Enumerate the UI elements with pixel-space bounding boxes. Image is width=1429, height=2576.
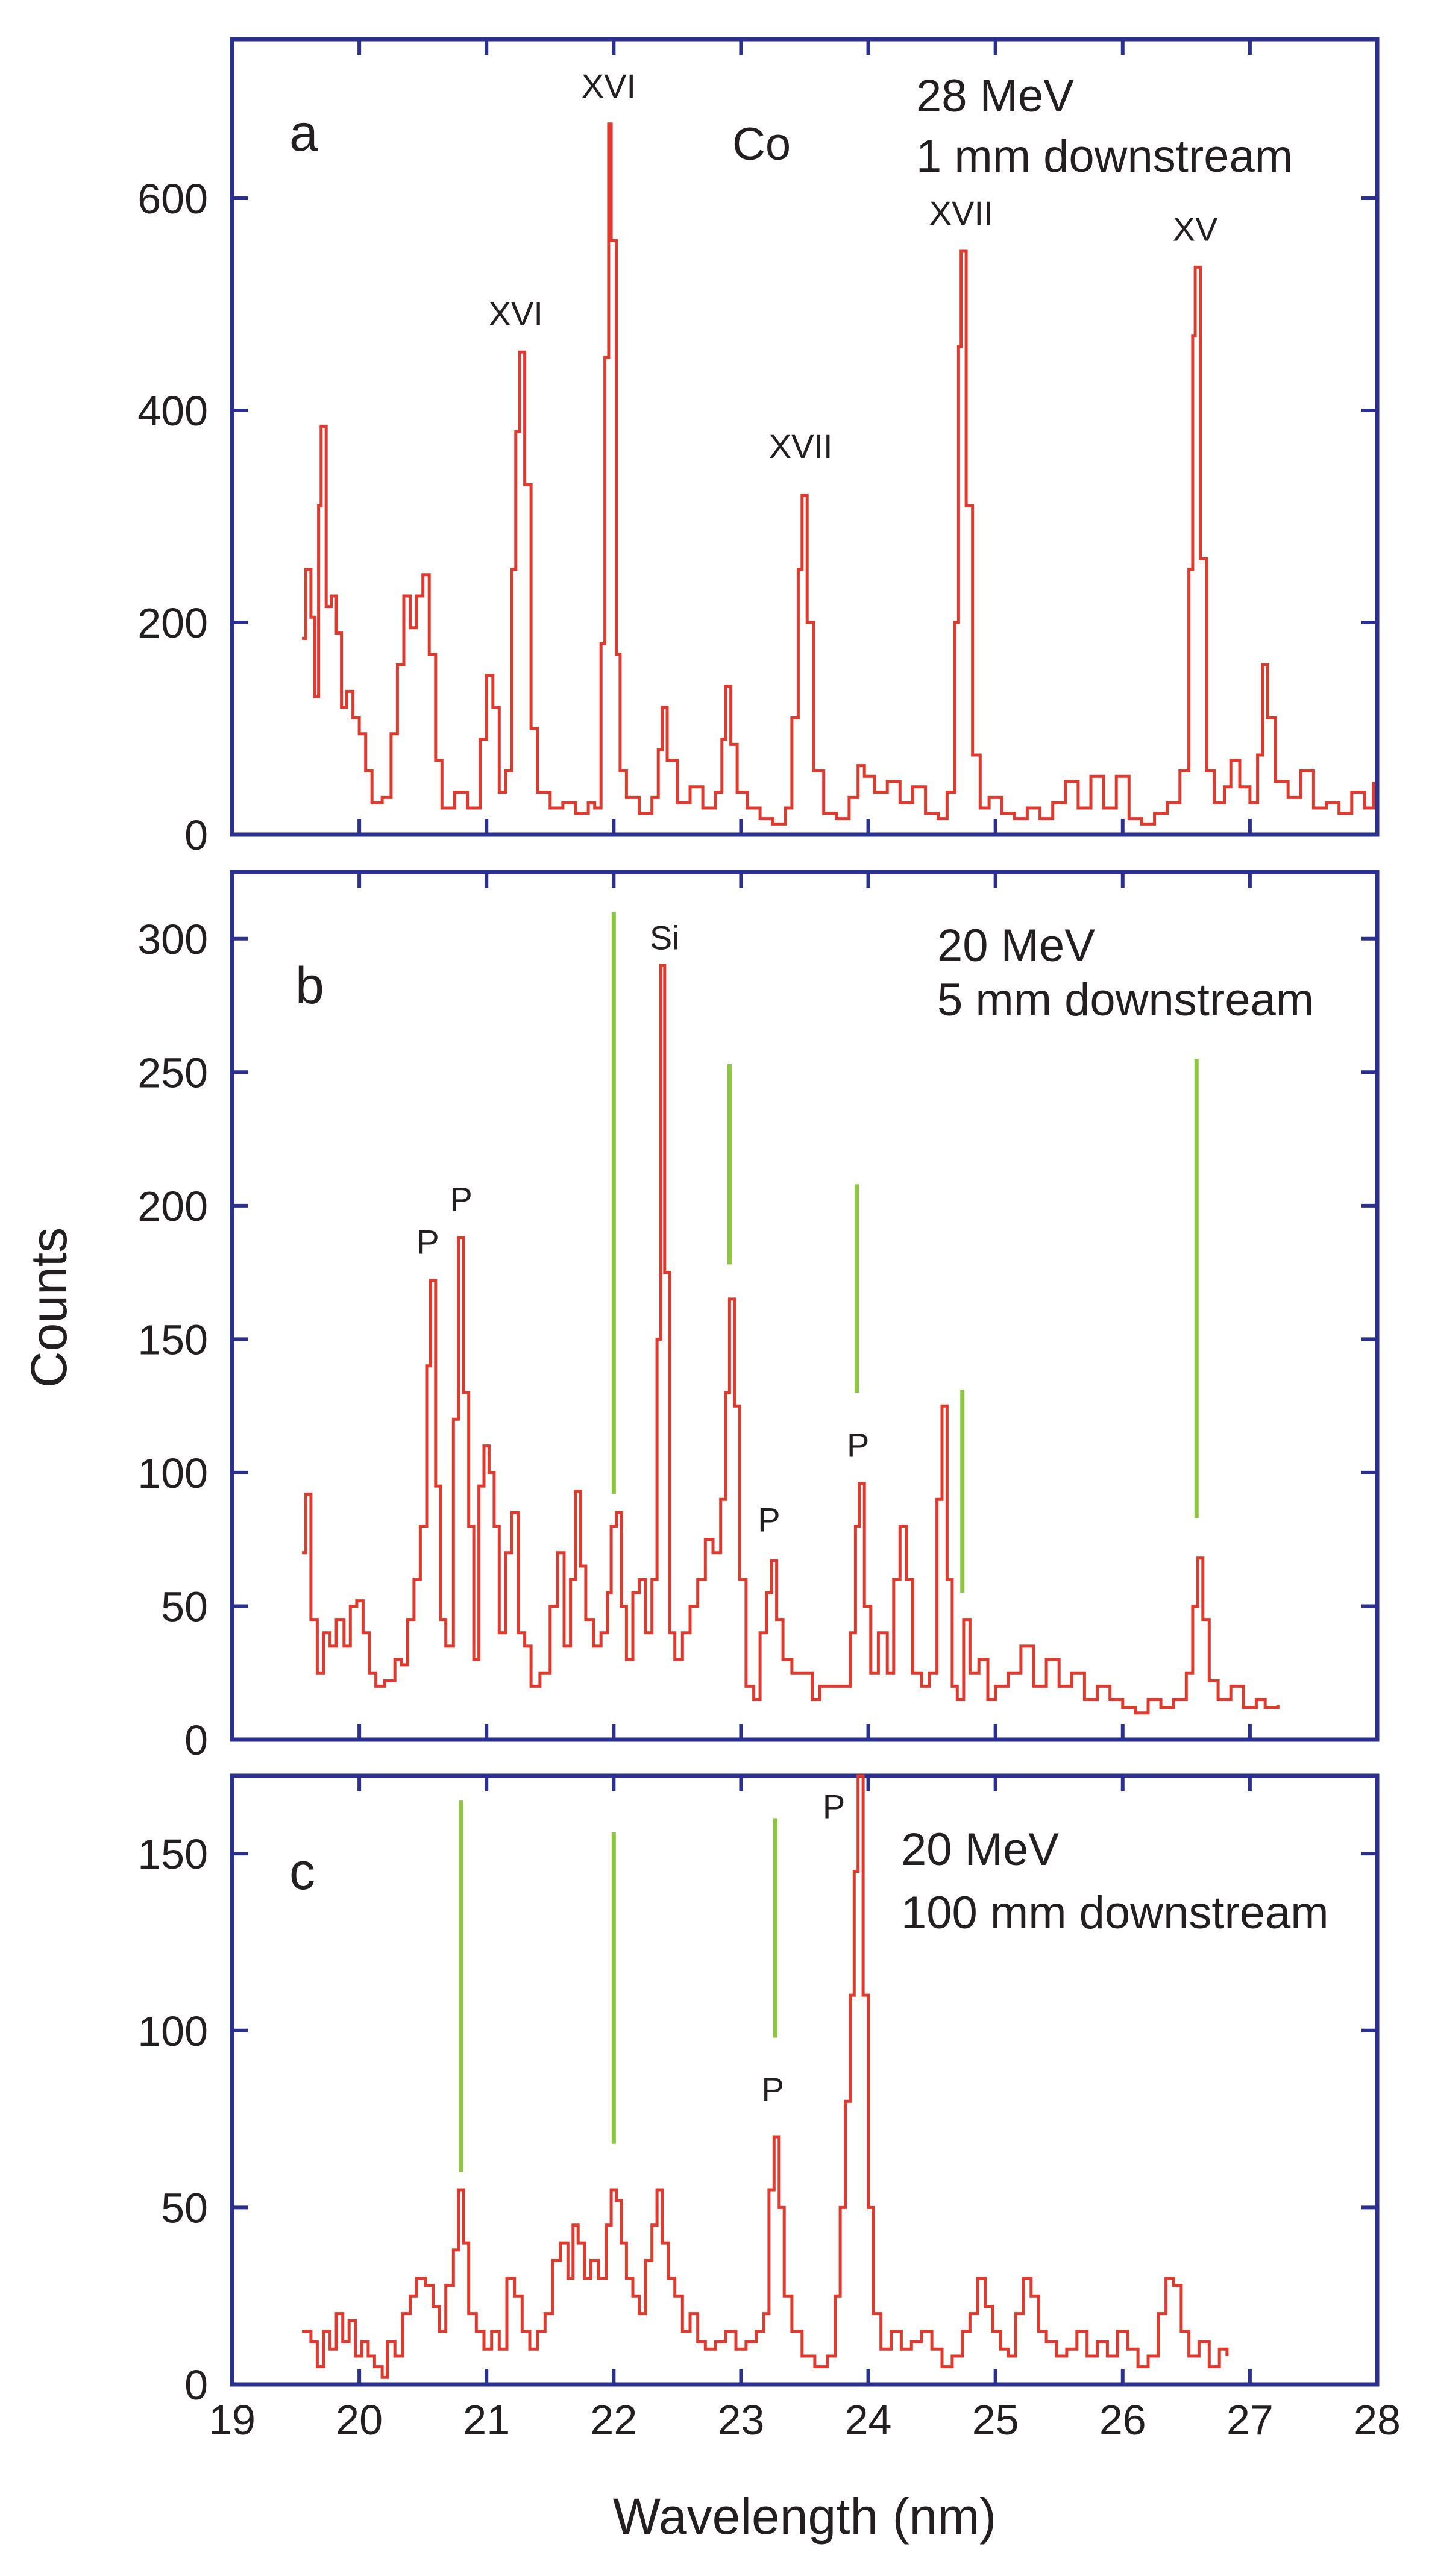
panel-a-frame — [230, 37, 1380, 837]
panel-b-peak-label: Si — [650, 918, 680, 956]
panel-c-ytick-label: 100 — [137, 2008, 208, 2055]
panel-a-element: Co — [732, 119, 791, 170]
panel-a-annotations: XVI XVI XVII XVII XV — [489, 67, 1218, 465]
panel-a-condition-line-2: 1 mm downstream — [916, 131, 1293, 182]
panel-c-ytick-label: 50 — [161, 2184, 208, 2231]
panel-b-ytick-label: 100 — [137, 1450, 208, 1497]
panel-c-peak-label: P — [823, 1787, 845, 1825]
panel-b-condition-line-1: 20 MeV — [937, 920, 1095, 971]
panel-a-peak-label: XVII — [929, 194, 993, 232]
y-axis-title: Counts — [20, 1227, 77, 1388]
panel-b-peak-label: P — [758, 1500, 780, 1538]
x-tick-label: 21 — [463, 2396, 510, 2443]
panel-c-condition-line-2: 100 mm downstream — [901, 1887, 1329, 1938]
x-tick-label: 24 — [845, 2396, 892, 2443]
panel-b-frame — [230, 870, 1380, 1742]
panel-b-ytick-label: 50 — [161, 1583, 208, 1630]
panel-a-ytick-label: 600 — [137, 175, 208, 222]
panel-c-ytick-label: 150 — [137, 1831, 208, 1878]
x-tick-label: 20 — [336, 2396, 383, 2443]
panel-b-spectrum-line — [302, 964, 1280, 1715]
panel-c-markers — [459, 1800, 777, 2172]
panel-c-peak-label: P — [762, 2070, 784, 2108]
panel-b-letter: b — [295, 957, 324, 1015]
panel-c-series — [302, 1774, 1229, 2379]
panel-c-frame — [230, 1773, 1380, 2387]
panel-a-peak-label: XVI — [582, 67, 636, 105]
panel-b-series — [302, 964, 1280, 1715]
panel-b-ytick-label: 150 — [137, 1316, 208, 1363]
x-tick-label: 22 — [590, 2396, 637, 2443]
panel-b-ytick-label: 300 — [137, 916, 208, 963]
panel-c-annotations: PP — [762, 1787, 846, 2108]
x-axis-tick-labels: 19 20 21 22 23 24 25 26 27 28 — [209, 2396, 1401, 2443]
x-axis-title: Wavelength (nm) — [613, 2488, 996, 2545]
panel-b-condition-line-2: 5 mm downstream — [937, 974, 1314, 1026]
panel-b-ytick-label: 250 — [137, 1049, 208, 1096]
panel-a-peak-label: XV — [1173, 210, 1218, 248]
panel-b-peak-label: P — [416, 1223, 439, 1261]
panel-c-spectrum-line — [302, 1774, 1229, 2379]
panel-b-ytick-label: 200 — [137, 1183, 208, 1230]
panel-b-peak-label: P — [847, 1426, 869, 1464]
panel-b-ticks: 0 50 100 150 200 250 300 — [137, 872, 1379, 1764]
x-tick-label: 23 — [718, 2396, 765, 2443]
panel-c-letter: c — [289, 1843, 315, 1901]
panel-c-ytick-label: 0 — [184, 2361, 208, 2408]
panel-a-series — [302, 122, 1375, 826]
panel-a-ticks: 0 200 400 600 — [137, 39, 1379, 859]
panel-a-spectrum-line — [302, 122, 1375, 826]
panel-a-condition-line-1: 28 MeV — [916, 71, 1074, 122]
panel-b-ytick-label: 0 — [184, 1717, 208, 1764]
x-tick-label: 27 — [1226, 2396, 1274, 2443]
panel-b-peak-label: P — [450, 1180, 472, 1218]
panel-a-ytick-label: 200 — [137, 600, 208, 647]
panel-a-ytick-label: 400 — [137, 387, 208, 434]
panel-c-condition-line-1: 20 MeV — [901, 1824, 1059, 1875]
panel-b-markers — [611, 912, 1199, 1593]
x-tick-label: 26 — [1099, 2396, 1146, 2443]
panel-c-ticks: 0 50 100 150 — [137, 1776, 1379, 2408]
panel-a-ytick-label: 0 — [184, 812, 208, 859]
panel-a-peak-label: XVII — [769, 427, 833, 465]
x-tick-label: 19 — [209, 2396, 256, 2443]
x-tick-label: 28 — [1354, 2396, 1401, 2443]
x-tick-label: 25 — [972, 2396, 1019, 2443]
panel-a-peak-label: XVI — [489, 295, 543, 333]
panel-a-letter: a — [289, 104, 318, 162]
